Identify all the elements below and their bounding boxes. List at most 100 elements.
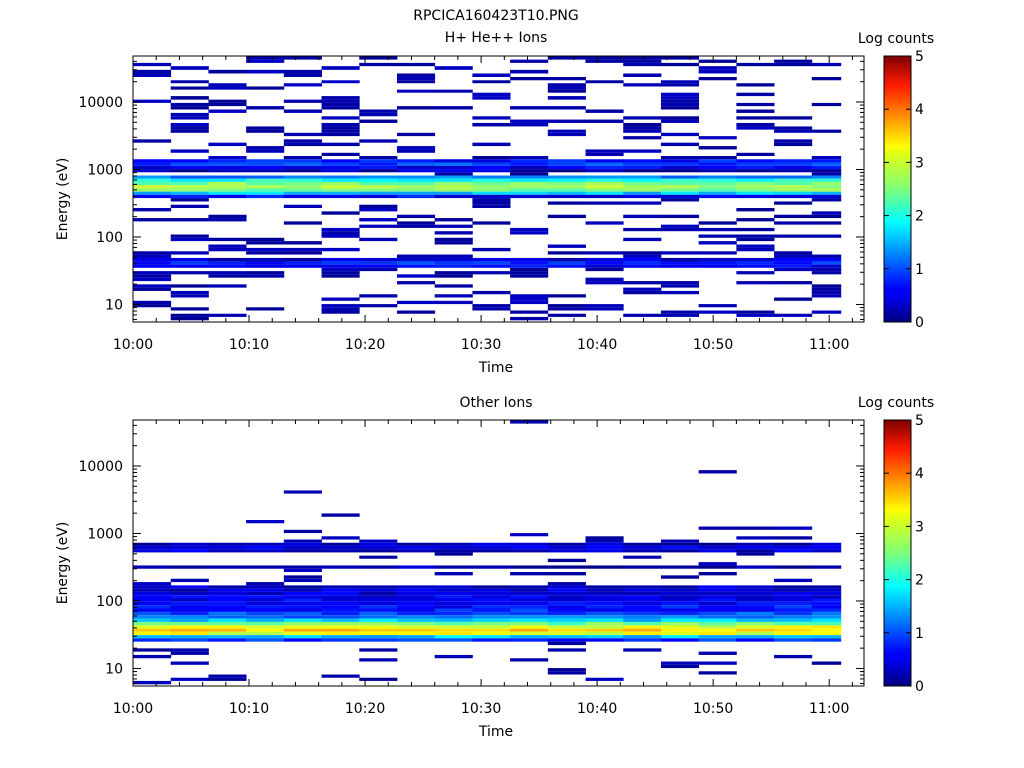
heatmap-cell [736, 536, 775, 540]
heatmap-cell [585, 188, 624, 192]
heatmap-cell [283, 591, 322, 596]
heatmap-cell [359, 677, 398, 681]
heatmap-cell [585, 152, 624, 157]
x-tick-label: 10:40 [577, 701, 617, 717]
heatmap-cell [170, 264, 209, 268]
heatmap-cell [774, 598, 813, 602]
heatmap-cell [208, 585, 247, 589]
heatmap-cell [736, 92, 775, 97]
heatmap-cell [246, 542, 285, 546]
heatmap-cell [774, 601, 813, 606]
heatmap-cell [208, 631, 247, 636]
heatmap-cell [434, 618, 473, 622]
heatmap-cell [736, 631, 775, 636]
heatmap-cell [510, 545, 549, 550]
heatmap-cell [133, 615, 172, 619]
heatmap-cell [774, 313, 813, 317]
heatmap-cell [321, 618, 360, 622]
heatmap-cell [736, 194, 775, 199]
heatmap-cell [472, 591, 511, 596]
heatmap-cell [510, 172, 549, 176]
heatmap-cell [698, 234, 737, 238]
heatmap-cell [396, 625, 436, 629]
heatmap-cell [547, 608, 586, 612]
heatmap-cell [321, 591, 360, 596]
heatmap-cell [133, 595, 172, 599]
heatmap-cell [660, 80, 700, 84]
heatmap-cell [736, 208, 775, 212]
heatmap-cell [811, 638, 842, 642]
heatmap-cell [547, 572, 586, 576]
heatmap-cell [472, 638, 511, 642]
heatmap-cell [811, 287, 842, 291]
heatmap-cell [623, 237, 662, 242]
heatmap-cell [736, 122, 775, 127]
heatmap-cell [133, 654, 172, 659]
heatmap-cell [698, 191, 737, 195]
heatmap-cell [321, 621, 360, 626]
heatmap-cell [585, 307, 624, 311]
colorbar-tick-label: 2 [915, 573, 924, 589]
heatmap-cell [246, 585, 285, 589]
heatmap-cell [623, 605, 662, 609]
heatmap-cell [133, 264, 172, 268]
heatmap-cell [585, 59, 624, 63]
heatmap-cell [510, 611, 549, 616]
heatmap-cell [547, 89, 586, 93]
heatmap-cell [660, 175, 700, 179]
heatmap-cell [547, 119, 586, 123]
heatmap-cell [698, 304, 737, 308]
heatmap-cell [396, 169, 436, 173]
heatmap-cell [623, 287, 662, 291]
heatmap-cell [811, 198, 842, 202]
heatmap-cell [170, 96, 209, 100]
heatmap-cell [472, 595, 511, 599]
heatmap-cell [434, 284, 473, 288]
heatmap-cell [321, 608, 360, 612]
x-tick-label: 10:00 [113, 337, 153, 353]
heatmap-cell [585, 56, 624, 60]
heatmap-cell [434, 588, 473, 592]
heatmap-cell [133, 169, 172, 173]
colorbar-tick-label: 1 [915, 262, 924, 278]
heatmap-cell [547, 638, 586, 642]
heatmap-cell [472, 625, 511, 629]
heatmap-cell [208, 178, 247, 182]
heatmap-cell [472, 178, 511, 182]
heatmap-cell [170, 294, 209, 298]
heatmap-cell [811, 601, 842, 606]
heatmap-cell [585, 598, 624, 602]
heatmap-cell [660, 638, 700, 642]
heatmap-cell [510, 549, 549, 553]
heatmap-cell [246, 165, 285, 170]
heatmap-cell [736, 542, 775, 546]
heatmap-cell [321, 545, 360, 550]
heatmap-cell [359, 162, 398, 166]
heatmap-cell [434, 175, 473, 179]
heatmap-cell [208, 595, 247, 599]
heatmap-cell [585, 162, 624, 166]
heatmap-cell [246, 591, 285, 596]
heatmap-cell [283, 251, 322, 255]
heatmap-cell [321, 234, 360, 238]
heatmap-cell [170, 284, 209, 288]
heatmap-cell [698, 625, 737, 629]
heatmap-cell [547, 591, 586, 596]
heatmap-cell [472, 73, 511, 77]
heatmap-cell [246, 247, 285, 252]
heatmap-cell [698, 59, 737, 63]
heatmap-cell [547, 605, 586, 609]
heatmap-cell [133, 274, 172, 278]
heatmap-cell [246, 628, 285, 632]
heatmap-cell [547, 159, 586, 163]
heatmap-cell [811, 585, 842, 589]
heatmap-cell [811, 615, 842, 619]
heatmap-cell [660, 178, 700, 182]
heatmap-cell [510, 178, 549, 182]
heatmap-cell [170, 648, 209, 652]
heatmap-cell [246, 59, 285, 63]
heatmap-cell [698, 227, 737, 232]
heatmap-cell [133, 208, 172, 212]
heatmap-cell [547, 558, 586, 563]
heatmap-cell [321, 247, 360, 252]
